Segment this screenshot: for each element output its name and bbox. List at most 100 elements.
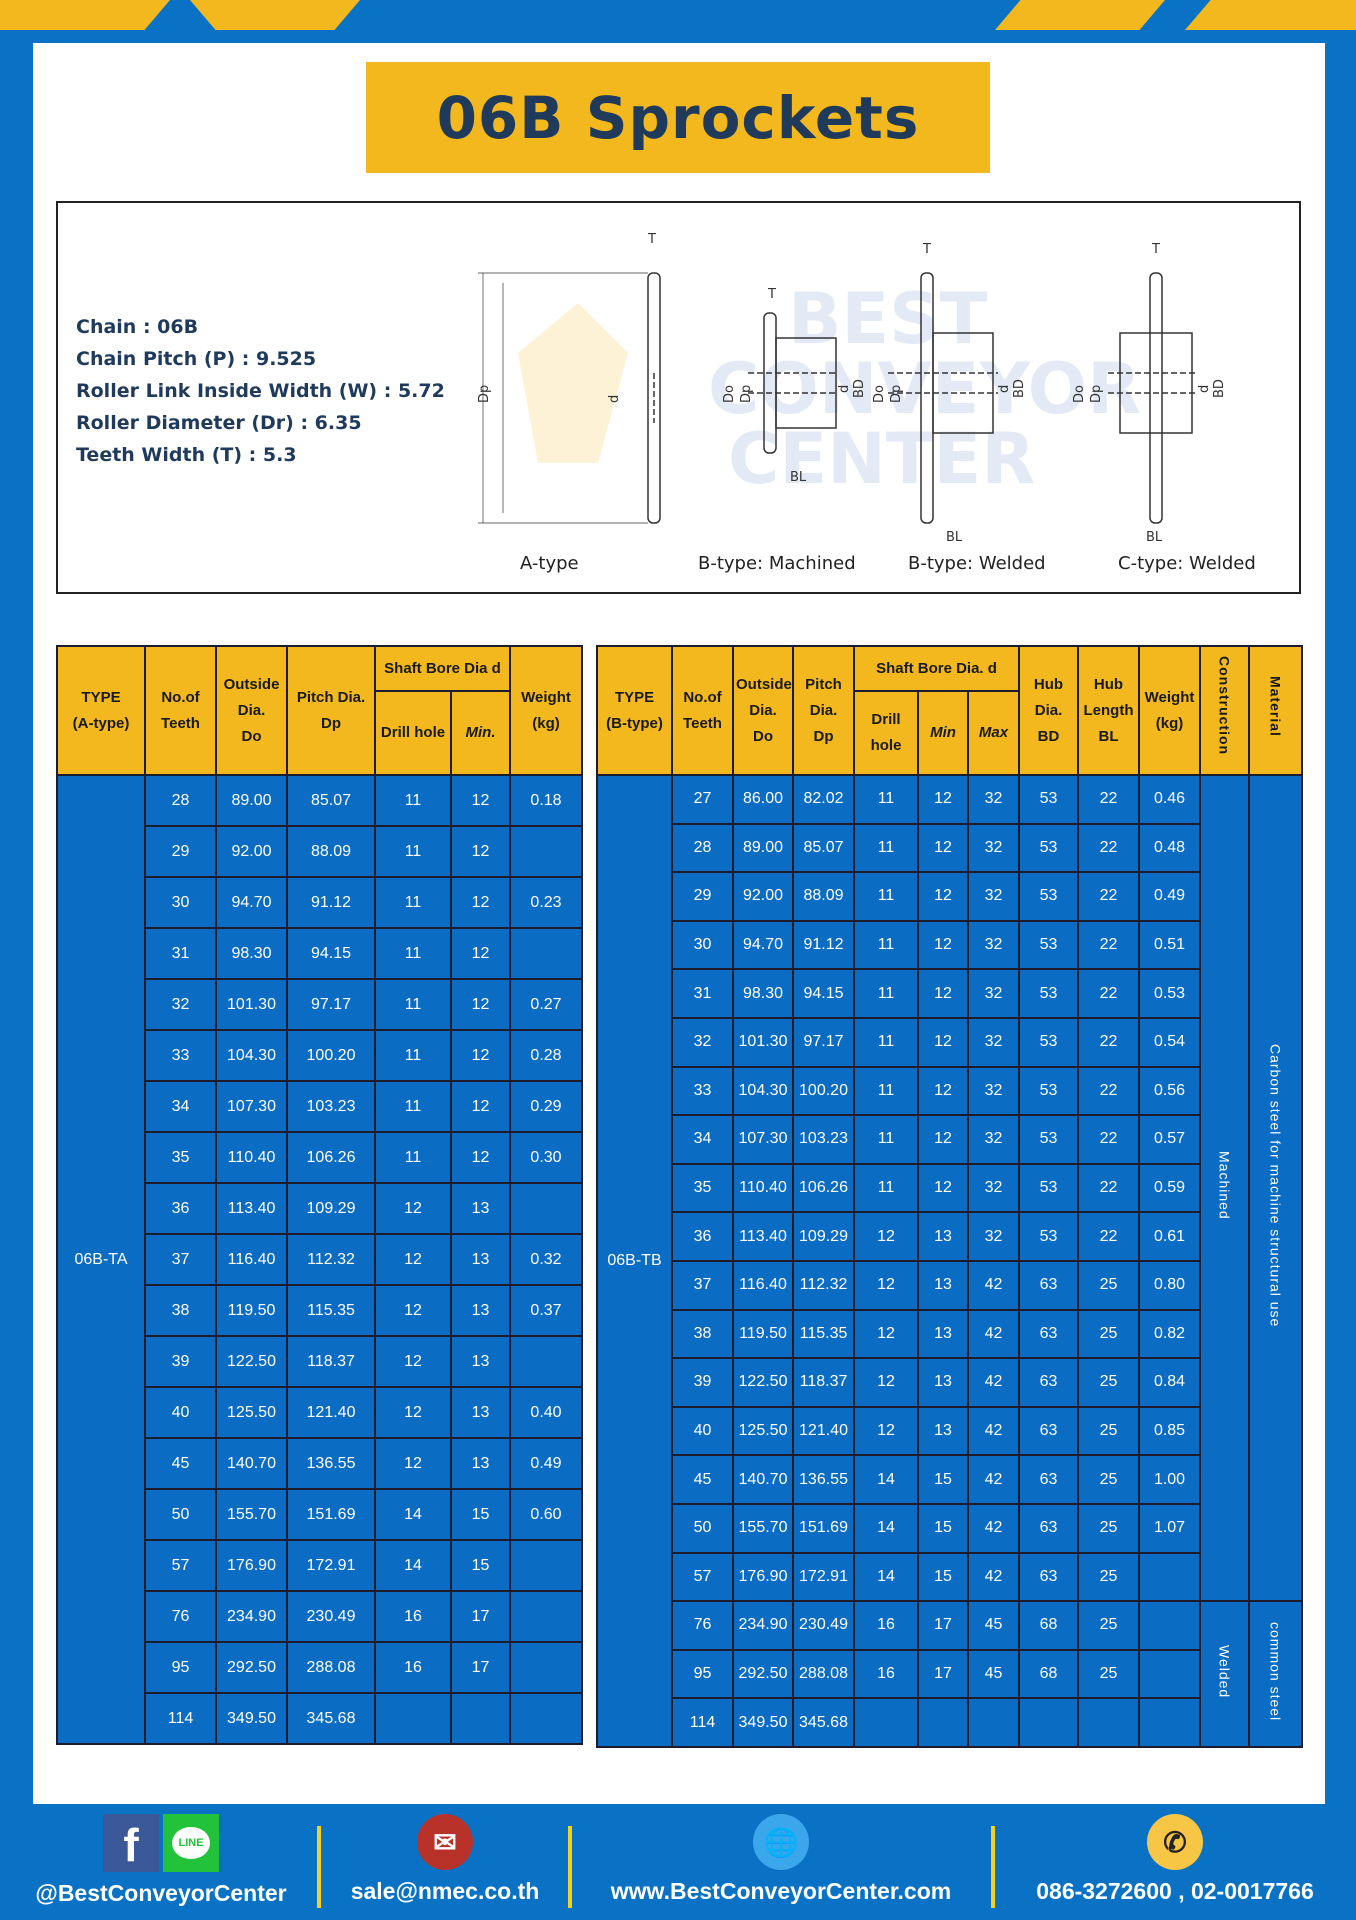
cell-teeth: 36 [671,1211,734,1262]
svg-text:BL: BL [1146,530,1163,545]
table-row: 30 94.70 91.12 11 12 32 53 22 0.51 [597,919,1302,971]
sprocket-diagrams: BEST CONVEYOR CENTER Do Dp d T T BL Do D… [478,232,1227,545]
cell-outside-dia: 119.50 [215,1284,288,1337]
cell-outside-dia: 292.50 [215,1641,288,1694]
cell-outside-dia: 140.70 [732,1454,794,1505]
footer-website[interactable]: 🌐 www.BestConveyorCenter.com [576,1814,986,1905]
table-row: 50 155.70 151.69 14 15 42 63 25 1.07 [597,1502,1302,1554]
cell-min-bore: 13 [450,1182,511,1235]
cell-pitch-dia: 106.26 [286,1131,376,1184]
cell-teeth: 57 [671,1551,734,1603]
facebook-icon[interactable]: f [103,1814,159,1872]
cell-pitch-dia: 230.49 [286,1590,376,1643]
cell-min-bore: 13 [450,1233,511,1286]
cell-hub-dia: 53 [1018,774,1080,825]
a-type-table: TYPE (A-type) No.of Teeth Outside Dia. Do Pi… [56,645,583,1745]
email-link[interactable]: sale@nmec.co.th [350,1878,540,1904]
svg-text:d: d [997,385,1012,393]
cell-hub-dia: 53 [1018,1114,1080,1165]
cell-weight: 1.07 [1138,1502,1202,1554]
cell-outside-dia: 113.40 [732,1211,794,1262]
cell-drill-hole: 11 [853,1065,919,1117]
label-b-type-welded: B-type: Welded [908,553,1046,574]
cell-hub-length: 22 [1077,968,1141,1019]
cell-outside-dia: 113.40 [215,1182,288,1235]
cell-min-bore: 12 [917,871,969,922]
cell-outside-dia: 119.50 [732,1308,794,1360]
cell-hub-length: 22 [1077,1211,1141,1262]
cell-hub-dia: 53 [1018,968,1080,1019]
cell-drill-hole: 14 [853,1454,919,1505]
cell-teeth: 33 [671,1065,734,1117]
footer-email[interactable]: ✉ sale@nmec.co.th [325,1814,565,1905]
cell-drill-hole: 12 [374,1437,452,1490]
cell-max-bore: 32 [966,968,1021,1019]
footer-phone[interactable]: ✆ 086-3272600 , 02-0017766 [1000,1814,1350,1905]
cell-hub-dia: 53 [1018,871,1080,922]
table-row: 38 119.50 115.35 12 13 42 63 25 0.82 [597,1308,1302,1360]
cell-weight [509,1182,583,1235]
cell-weight [509,1539,583,1592]
cell-weight [509,1641,583,1694]
cell-weight: 0.51 [1138,919,1202,971]
cell-drill-hole: 12 [853,1357,919,1408]
watermark-logo: BEST CONVEYOR CENTER [518,278,1141,500]
table-row: 34 107.30 103.23 11 12 0.29 [57,1080,583,1133]
phone-numbers[interactable]: 086-3272600 , 02-0017766 [1036,1878,1314,1904]
cell-drill-hole: 12 [374,1233,452,1286]
cell-drill-hole: 14 [374,1488,452,1541]
cell-max-bore: 32 [966,822,1021,874]
svg-text:CONVEYOR: CONVEYOR [708,348,1141,430]
line-icon[interactable]: LINE [163,1814,219,1872]
cell-pitch-dia: 100.20 [792,1065,855,1117]
svg-text:CENTER: CENTER [728,418,1035,500]
cell-outside-dia: 349.50 [215,1692,288,1745]
cell-pitch-dia: 85.07 [286,774,376,827]
globe-icon: 🌐 [753,1814,809,1870]
cell-outside-dia: 110.40 [215,1131,288,1184]
cell-hub-dia: 53 [1018,1016,1080,1068]
cell-weight: 0.60 [509,1488,583,1541]
cell-weight: 0.28 [509,1029,583,1082]
footer-social[interactable]: f LINE @BestConveyorCenter [20,1814,302,1907]
cell-hub-length: 22 [1077,1114,1141,1165]
svg-text:T: T [1151,242,1160,257]
cell-drill-hole: 16 [853,1648,919,1700]
website-link[interactable]: www.BestConveyorCenter.com [610,1878,952,1904]
cell-pitch-dia: 151.69 [286,1488,376,1541]
cell-pitch-dia: 103.23 [792,1114,855,1165]
cell-pitch-dia: 91.12 [792,919,855,971]
table-row: 31 98.30 94.15 11 12 [57,927,583,980]
type-cell: 06B-TB [596,774,673,1748]
col-drill-hole: Drill hole [853,690,919,776]
table-row: 35 110.40 106.26 11 12 32 53 22 0.59 [597,1162,1302,1214]
col-weight: Weight (kg) [509,645,583,776]
cell-teeth: 95 [671,1648,734,1700]
cell-min-bore: 13 [917,1308,969,1360]
social-handle[interactable]: @BestConveyorCenter [35,1880,287,1906]
cell-drill-hole: 14 [853,1551,919,1603]
cell-drill-hole: 11 [374,978,452,1031]
cell-pitch-dia: 82.02 [792,774,855,825]
cell-drill-hole: 12 [853,1259,919,1311]
cell-pitch-dia: 121.40 [286,1386,376,1439]
cell-teeth: 40 [144,1386,217,1439]
cell-outside-dia: 101.30 [732,1016,794,1068]
cell-teeth: 114 [144,1692,217,1745]
material-common-steel: common steel [1248,1600,1304,1748]
table-row: 30 94.70 91.12 11 12 0.23 [57,876,583,929]
cell-drill-hole: 11 [374,1080,452,1133]
cell-drill-hole: 11 [853,774,919,825]
cell-drill-hole: 11 [374,1029,452,1082]
phone-icon: ✆ [1147,1814,1203,1870]
cell-min-bore: 15 [450,1488,511,1541]
cell-hub-dia: 63 [1018,1357,1080,1408]
cell-min-bore: 17 [450,1590,511,1643]
table-row: 76 234.90 230.49 16 17 45 68 25 Welded common ste… [597,1600,1304,1748]
cell-weight: 0.32 [509,1233,583,1286]
cell-drill-hole: 16 [853,1600,919,1651]
cell-max-bore: 32 [966,774,1021,825]
material-carbon-steel: Carbon steel for machine structural use [1248,773,1304,1603]
cell-max-bore: 42 [966,1405,1021,1457]
cell-pitch-dia: 136.55 [286,1437,376,1490]
